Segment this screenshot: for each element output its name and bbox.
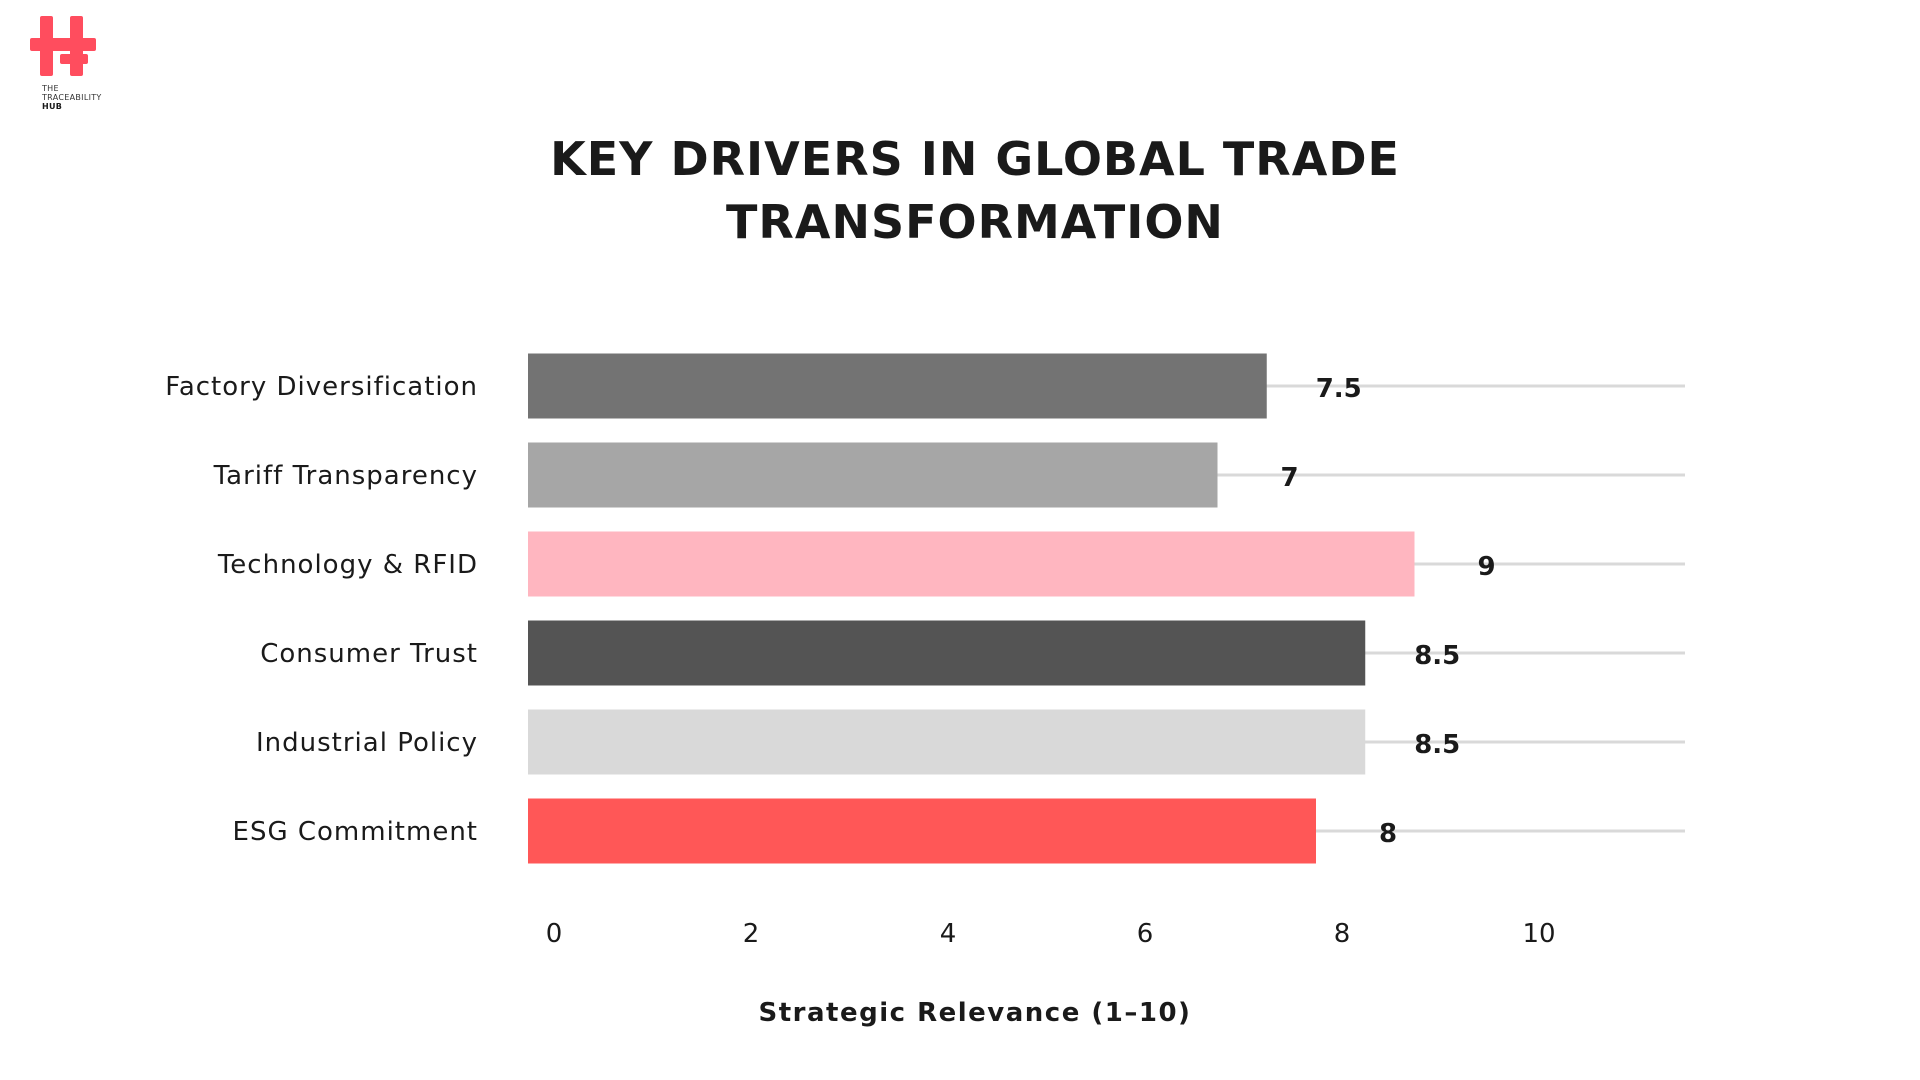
bar <box>528 353 1267 419</box>
logo-line-1: THE <box>42 84 59 93</box>
value-label: 9 <box>1477 552 1495 582</box>
logo-line-3: HUB <box>42 102 63 111</box>
x-axis-title: Strategic Relevance (1–10) <box>759 998 1192 1028</box>
bars <box>528 353 1415 864</box>
category-label: ESG Commitment <box>233 817 478 847</box>
hashtag-h-logo-icon <box>30 16 96 76</box>
x-tick-label: 10 <box>1522 919 1555 949</box>
x-tick-label: 6 <box>1137 919 1154 949</box>
x-tick-label: 4 <box>940 919 957 949</box>
category-label: Technology & RFID <box>217 550 478 580</box>
bar <box>528 798 1316 864</box>
x-tick-label: 0 <box>546 919 563 949</box>
x-axis-ticks: 0 2 4 6 8 10 <box>546 919 1556 949</box>
category-label: Industrial Policy <box>256 728 478 758</box>
bar <box>528 709 1366 775</box>
category-label: Consumer Trust <box>260 639 478 669</box>
value-labels: 7.5 7 9 8.5 8.5 8 <box>1280 374 1495 849</box>
chart-title: KEY DRIVERS IN GLOBAL TRADE TRANSFORMATI… <box>0 128 1920 254</box>
value-label: 8.5 <box>1414 730 1460 760</box>
category-label: Tariff Transparency <box>213 461 478 491</box>
value-label: 7.5 <box>1316 374 1362 404</box>
chart-title-line-2: TRANSFORMATION <box>726 195 1224 249</box>
category-label: Factory Diversification <box>165 372 478 402</box>
value-label: 8 <box>1379 819 1397 849</box>
logo-wordmark: THE TRACEABILITY HUB <box>42 84 102 111</box>
logo-line-2: TRACEABILITY <box>42 93 102 102</box>
value-label: 8.5 <box>1414 641 1460 671</box>
chart-title-line-1: KEY DRIVERS IN GLOBAL TRADE <box>550 132 1400 186</box>
category-labels: Factory Diversification Tariff Transparen… <box>165 372 478 847</box>
traceability-hub-logo: THE TRACEABILITY HUB <box>30 16 140 126</box>
bar <box>528 620 1366 686</box>
bar <box>528 442 1218 508</box>
bar <box>528 531 1415 597</box>
value-label: 7 <box>1280 463 1298 493</box>
x-tick-label: 8 <box>1334 919 1351 949</box>
x-tick-label: 2 <box>743 919 760 949</box>
